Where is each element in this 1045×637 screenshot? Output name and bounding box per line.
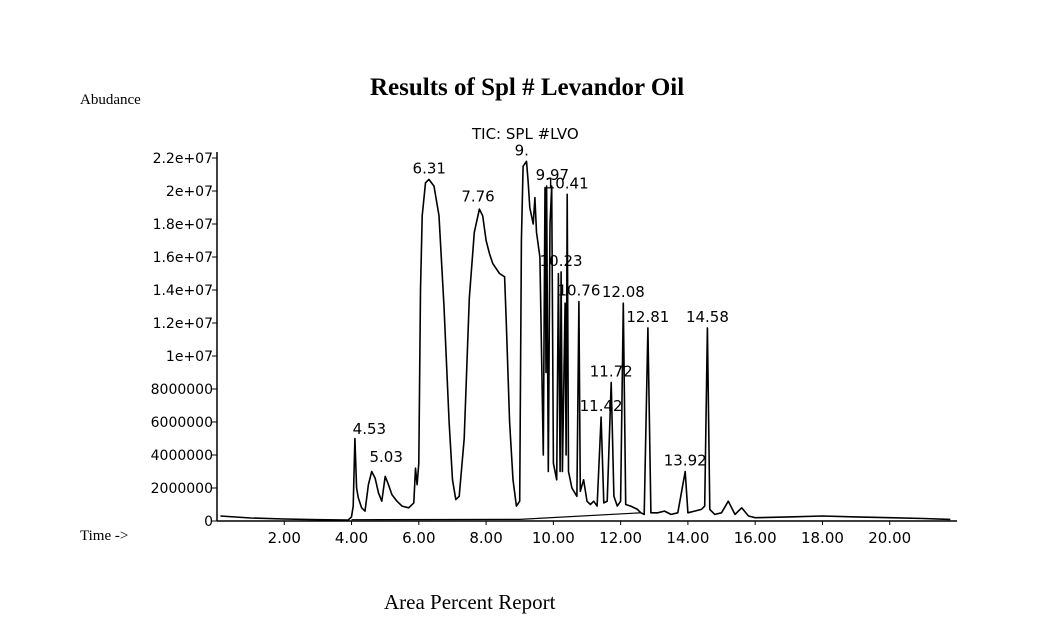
x-tick-label: 14.00: [666, 529, 709, 547]
baseline-trace: [351, 512, 641, 521]
peak-label: 13.92: [664, 452, 707, 470]
x-tick-label: 8.00: [469, 529, 502, 547]
x-tick-label: 2.00: [268, 529, 301, 547]
peak-label: 11.42: [580, 397, 623, 415]
y-tick-label: 0: [204, 514, 213, 530]
x-tick-label: 20.00: [868, 529, 911, 547]
peak-label: 10.76: [557, 282, 600, 300]
peak-label: 12.81: [626, 308, 669, 326]
y-tick-label: 1.8e+07: [153, 217, 213, 233]
x-tick-label: 6.00: [402, 529, 435, 547]
x-tick-label: 10.00: [532, 529, 575, 547]
x-tick-label: 16.00: [734, 529, 777, 547]
tic-trace: [220, 160, 951, 521]
tic-subtitle: TIC: SPL #LVO: [471, 125, 579, 143]
peak-label: 14.58: [686, 308, 729, 326]
x-tick-label: 12.00: [599, 529, 642, 547]
peak-label: 9.: [515, 141, 529, 159]
x-tick-label: 18.00: [801, 529, 844, 547]
peak-label: 5.03: [369, 448, 402, 466]
y-tick-label: 1.2e+07: [153, 316, 213, 332]
tick-labels: 0 2000000 4000000 6000000 8000000 1e+07 1.2e+0…: [151, 151, 912, 547]
x-axis-label: Time ->: [80, 528, 129, 544]
y-tick-label: 2000000: [151, 481, 213, 497]
traces: [220, 160, 951, 521]
peak-label: 9.97: [536, 166, 569, 184]
y-tick-label: 1.6e+07: [153, 250, 213, 266]
y-tick-label: 2.2e+07: [153, 151, 213, 167]
chart-title: Results of Spl # Levandor Oil: [370, 74, 685, 101]
peak-label: 4.53: [353, 420, 386, 438]
peak-label: 11.72: [590, 362, 633, 380]
y-tick-label: 8000000: [151, 382, 213, 398]
y-axis-label: Abudance: [80, 92, 141, 108]
y-tick-label: 1e+07: [166, 349, 213, 365]
peak-label: 10.23: [540, 252, 583, 270]
report-footer: Area Percent Report: [384, 590, 556, 614]
axes: [212, 152, 957, 525]
peak-label: 7.76: [461, 188, 494, 206]
y-tick-label: 2e+07: [166, 184, 213, 200]
peak-label: 6.31: [413, 159, 446, 177]
peak-label: 10.41: [546, 174, 589, 192]
y-tick-label: 4000000: [151, 448, 213, 464]
y-tick-label: 1.4e+07: [153, 283, 213, 299]
peak-label: 12.08: [602, 283, 645, 301]
x-tick-label: 4.00: [335, 529, 368, 547]
y-tick-label: 6000000: [151, 415, 213, 431]
